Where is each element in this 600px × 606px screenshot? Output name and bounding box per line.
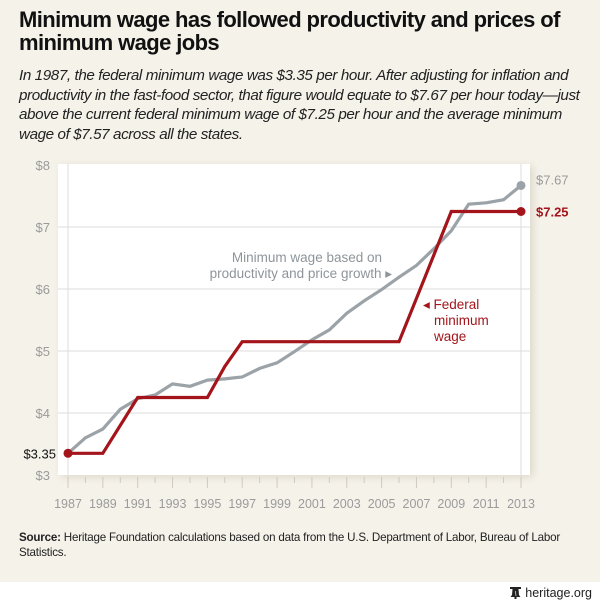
x-tick-label: 2003 [333,497,361,511]
gridlines [58,164,530,487]
x-tick-label: 1999 [263,497,291,511]
x-tick-label: 2007 [403,497,431,511]
productivity-end-dot [516,180,526,190]
x-tick-label: 2011 [473,497,500,511]
end-labels: $7.67 $7.25 $3.35 [23,172,568,461]
source-text: Heritage Foundation calculations based o… [19,531,560,559]
productivity-end-label: $7.67 [536,172,569,187]
x-tick-label: 2005 [368,497,396,511]
footer-logo[interactable]: heritage.org [510,586,592,600]
federal-annotation-line-1: ◂ Federal [423,297,479,312]
productivity-annotation-line-2: productivity and price growth ▸ [210,266,393,281]
productivity-annotation: Minimum wage based on productivity and p… [210,250,393,281]
y-tick-label: $8 [36,158,50,173]
liberty-bell-icon [510,587,522,599]
federal-start-label: $3.35 [23,446,56,461]
footer-site-link[interactable]: heritage.org [525,586,592,600]
federal-annotation-line-2: minimum [434,313,489,328]
x-tick-label: 1987 [54,497,82,511]
y-tick-label: $5 [36,344,50,359]
y-tick-label: $4 [36,406,50,421]
federal-annotation-line-3: wage [433,329,466,344]
x-tick-label: 1991 [124,497,152,511]
x-tick-label: 1997 [228,497,256,511]
x-tick-label: 1989 [89,497,117,511]
federal-start-dot [63,448,73,458]
x-tick-label: 2001 [298,497,326,511]
source-label: Source: [19,531,61,544]
chart-title: Minimum wage has followed productivity a… [19,7,560,55]
federal-end-dot [516,207,526,216]
x-tick-label: 2013 [507,497,535,511]
x-tick-label: 2009 [437,497,465,511]
line-chart: $3 $4 $5 $6 $7 $8 1987 1989 1991 1993 1995 1997 199… [23,158,568,511]
productivity-annotation-line-1: Minimum wage based on [232,250,382,265]
x-tick-label: 1993 [159,497,187,511]
y-tick-label: $3 [36,468,50,483]
chart-subtitle: In 1987, the federal minimum wage was $3… [19,67,580,143]
plot-panel [58,164,530,475]
federal-end-label: $7.25 [536,205,569,220]
y-tick-label: $6 [36,282,50,297]
series-group [63,180,526,458]
source-note: Source: Heritage Foundation calculations… [19,530,579,560]
federal-annotation: ◂ Federal minimum wage [423,297,489,344]
x-tick-label: 1995 [193,497,221,511]
x-axis: 1987 1989 1991 1993 1995 1997 1999 2001 2003 2005… [54,477,535,511]
y-axis: $3 $4 $5 $6 $7 $8 [36,158,50,483]
federal-line [68,209,521,455]
y-tick-label: $7 [36,220,50,235]
